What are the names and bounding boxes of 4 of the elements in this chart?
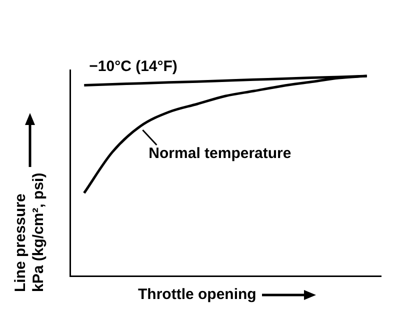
legend-label: Normal temperature xyxy=(148,145,292,162)
series-label: −10°C (14°F) xyxy=(89,58,178,76)
y-axis-title: Line pressure kPa (kg/cm², psi) xyxy=(12,172,48,292)
x-axis-title: Throttle opening xyxy=(138,286,256,303)
